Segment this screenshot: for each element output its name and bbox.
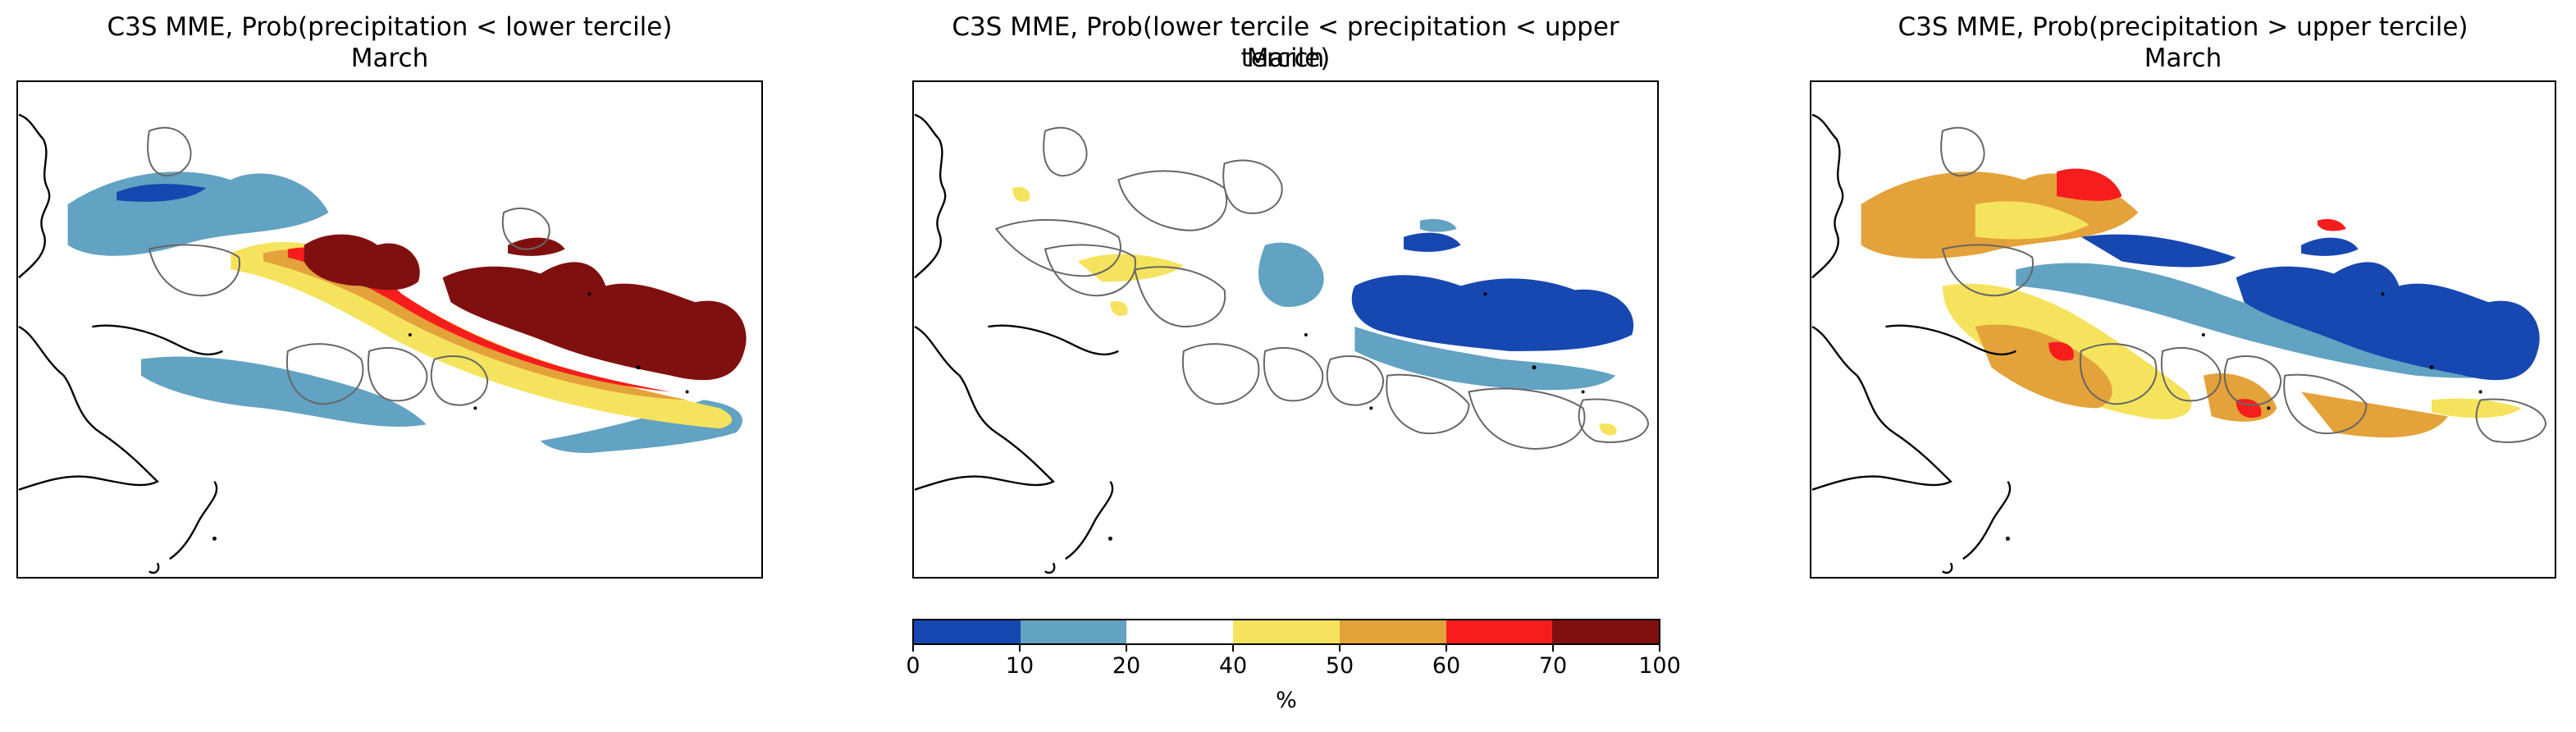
colorbar-tick-label: 70	[1538, 653, 1568, 679]
colorbar-bin	[1446, 620, 1553, 643]
panel-subtitle: March	[1246, 43, 1325, 73]
colorbar-tick-label: 40	[1218, 653, 1248, 679]
panel-title: C3S MME, Prob(precipitation > upper terc…	[1898, 12, 2469, 42]
colorbar-tick	[1126, 645, 1127, 652]
colorbar-tick	[912, 645, 914, 652]
colorbar-tick-label: 0	[906, 653, 920, 679]
colorbar-tick	[1659, 645, 1660, 652]
map-above-normal	[1810, 80, 2556, 579]
colorbar-bin	[1020, 620, 1127, 643]
colorbar-tick	[1446, 645, 1447, 652]
colorbar-bin	[1339, 620, 1446, 643]
colorbar-tick	[1019, 645, 1021, 652]
colorbar-bin	[914, 620, 1021, 643]
panel-subtitle: March	[350, 43, 429, 73]
colorbar-tick	[1232, 645, 1234, 652]
panel-title: C3S MME, Prob(lower tercile < precipitat…	[952, 12, 1619, 73]
colorbar-unit-label: %	[1276, 688, 1297, 713]
colorbar-tick-label: 20	[1112, 653, 1141, 679]
colorbar-bin	[1552, 620, 1659, 643]
map-near-normal	[912, 80, 1659, 579]
colorbar-tick-label: 10	[1005, 653, 1035, 679]
colorbar-tick-label: 100	[1638, 653, 1681, 679]
colorbar-tick-label: 60	[1432, 653, 1461, 679]
map-below-normal	[16, 80, 763, 579]
colorbar-tick	[1339, 645, 1341, 652]
panel-title: C3S MME, Prob(precipitation < lower terc…	[107, 12, 673, 42]
panel-subtitle: March	[2144, 43, 2222, 73]
colorbar-tick	[1552, 645, 1554, 652]
colorbar-bin	[1233, 620, 1340, 643]
colorbar	[912, 619, 1660, 645]
probability-map	[914, 113, 1650, 574]
probability-map	[1811, 113, 2547, 574]
probability-map	[18, 113, 747, 574]
colorbar-tick-label: 50	[1325, 653, 1354, 679]
colorbar-bin	[1126, 620, 1234, 643]
